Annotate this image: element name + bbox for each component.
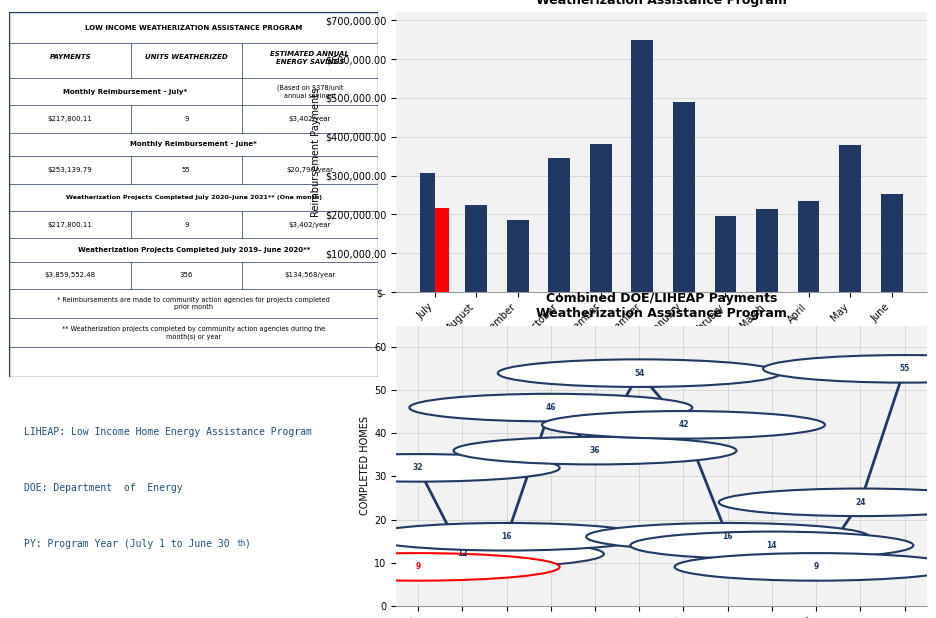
Text: $3,859,552.48: $3,859,552.48 — [45, 273, 95, 279]
Circle shape — [719, 489, 936, 516]
Text: 36: 36 — [590, 446, 600, 455]
Text: PAYMENTS: PAYMENTS — [50, 54, 91, 60]
Bar — [756, 209, 778, 292]
Text: 24: 24 — [856, 498, 866, 507]
Text: 9: 9 — [813, 562, 819, 572]
Text: 42: 42 — [679, 420, 689, 430]
Circle shape — [454, 437, 737, 464]
Bar — [590, 144, 612, 292]
Text: $217,800.11: $217,800.11 — [48, 221, 93, 227]
Text: 9: 9 — [416, 562, 421, 572]
Text: ESTIMATED ANNUAL
ENERGY SAVINGS: ESTIMATED ANNUAL ENERGY SAVINGS — [271, 51, 349, 65]
Bar — [420, 173, 434, 292]
Circle shape — [277, 553, 560, 581]
Circle shape — [365, 523, 648, 551]
Circle shape — [542, 411, 825, 439]
Bar — [881, 194, 902, 292]
Legend: Combined DOE/LIHEAP for PY2019/2020, Combined DOE/LIHEAP for PY2020/2021: Combined DOE/LIHEAP for PY2019/2020, Com… — [452, 378, 870, 394]
Text: LIHEAP: Low Income Home Energy Assistance Program: LIHEAP: Low Income Home Energy Assistanc… — [24, 427, 312, 437]
Text: $3,402/year: $3,402/year — [288, 116, 331, 122]
Bar — [548, 158, 570, 292]
Text: 9: 9 — [184, 116, 188, 122]
Circle shape — [675, 553, 936, 581]
Text: PY: Program Year (July 1 to June 30: PY: Program Year (July 1 to June 30 — [24, 539, 229, 549]
Text: UNITS WEATHERIZED: UNITS WEATHERIZED — [145, 54, 227, 60]
Text: 14: 14 — [767, 541, 777, 550]
Text: 9: 9 — [184, 221, 188, 227]
Text: Weatherization Projects Completed July 2020–June 2021** (One month): Weatherization Projects Completed July 2… — [66, 195, 322, 200]
Text: th: th — [237, 539, 246, 548]
Text: 32: 32 — [413, 464, 423, 472]
Bar — [434, 208, 449, 292]
Circle shape — [586, 523, 870, 551]
Circle shape — [277, 454, 560, 481]
Bar — [507, 220, 529, 292]
Circle shape — [409, 394, 693, 421]
Bar — [840, 145, 861, 292]
Text: 12: 12 — [457, 549, 468, 559]
Y-axis label: COMPLETED HOMES: COMPLETED HOMES — [359, 416, 370, 515]
Text: $20,790/year: $20,790/year — [286, 167, 333, 173]
Circle shape — [631, 531, 914, 559]
Text: $217,800.11: $217,800.11 — [48, 116, 93, 122]
Circle shape — [498, 360, 781, 387]
Text: 54: 54 — [634, 369, 644, 378]
Text: Monthly Reimbursement - June*: Monthly Reimbursement - June* — [130, 142, 257, 147]
Text: 16: 16 — [502, 532, 512, 541]
Text: 16: 16 — [723, 532, 733, 541]
Title: Combined DOE/LIHEAP Payments
Weatherization Assistance Program: Combined DOE/LIHEAP Payments Weatherizat… — [536, 292, 787, 321]
Text: $253,139.79: $253,139.79 — [48, 167, 93, 173]
Circle shape — [321, 540, 604, 568]
Text: DOE: Department  of  Energy: DOE: Department of Energy — [24, 483, 183, 493]
Text: 55: 55 — [899, 365, 910, 373]
Text: $3,402/year: $3,402/year — [288, 221, 331, 227]
Text: 55: 55 — [182, 167, 191, 173]
Bar — [465, 205, 487, 292]
Text: Weatherization Projects Completed July 2019– June 2020**: Weatherization Projects Completed July 2… — [78, 247, 310, 253]
Text: ** Weatherization projects completed by community action agencies during the
mon: ** Weatherization projects completed by … — [62, 326, 326, 340]
Text: 46: 46 — [546, 403, 556, 412]
Title: Combined DOE/LIHEAP Payments
Weatherization Assistance Program: Combined DOE/LIHEAP Payments Weatherizat… — [536, 0, 787, 7]
Text: LOW INCOME WEATHERIZATION ASSISTANCE PROGRAM: LOW INCOME WEATHERIZATION ASSISTANCE PRO… — [85, 25, 302, 31]
Circle shape — [763, 355, 936, 383]
Text: $134,568/year: $134,568/year — [285, 273, 335, 279]
Bar — [714, 216, 737, 292]
Text: Monthly Reimbursement - July*: Monthly Reimbursement - July* — [64, 88, 187, 95]
Text: ): ) — [244, 539, 251, 549]
Bar — [632, 40, 653, 292]
Y-axis label: Reimbursement Payments: Reimbursement Payments — [311, 88, 321, 217]
Text: * Reimbursements are made to community action agencies for projects completed
pr: * Reimbursements are made to community a… — [57, 297, 330, 310]
Bar — [673, 102, 695, 292]
Text: (Based on $378/unit
annual savings): (Based on $378/unit annual savings) — [277, 85, 344, 99]
Bar — [797, 201, 819, 292]
Text: 356: 356 — [180, 273, 193, 279]
